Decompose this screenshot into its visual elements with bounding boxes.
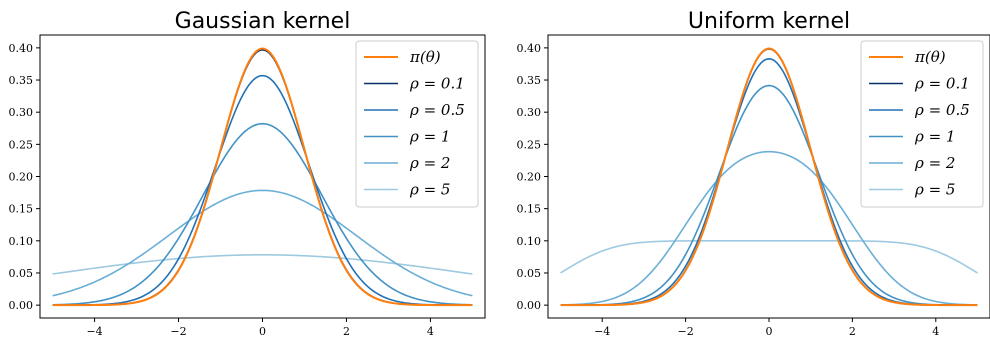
- y-tick-label: 0.35: [517, 74, 542, 87]
- y-tick-label: 0.15: [517, 203, 542, 216]
- y-tick-label: 0.30: [517, 106, 542, 119]
- legend-label: π(θ): [409, 48, 441, 66]
- legend-label: ρ = 2: [914, 154, 955, 172]
- legend-label: ρ = 5: [914, 181, 955, 199]
- x-tick-label: −4: [594, 325, 610, 338]
- y-tick-label: 0.30: [9, 106, 34, 119]
- y-tick-label: 0.00: [9, 299, 34, 312]
- y-tick-label: 0.25: [9, 138, 34, 151]
- legend-label: ρ = 0.5: [409, 101, 465, 119]
- y-tick-label: 0.35: [9, 74, 34, 87]
- chart-title: Gaussian kernel: [175, 9, 351, 34]
- legend-label: ρ = 0.1: [409, 75, 465, 93]
- legend-label: ρ = 1: [409, 128, 450, 146]
- y-tick-label: 0.00: [517, 299, 542, 312]
- x-tick-label: 4: [427, 325, 434, 338]
- chart-title: Uniform kernel: [688, 9, 850, 34]
- x-tick-label: −4: [86, 325, 102, 338]
- x-tick-label: 4: [932, 325, 939, 338]
- y-tick-label: 0.40: [9, 42, 34, 55]
- x-tick-label: 0: [766, 325, 773, 338]
- y-tick-label: 0.10: [517, 235, 542, 248]
- legend: π(θ) ρ = 0.1 ρ = 0.5 ρ = 1 ρ = 2 ρ = 5: [356, 41, 478, 207]
- x-tick-label: 2: [849, 325, 856, 338]
- series-line: [561, 241, 978, 273]
- legend-label: ρ = 0.5: [914, 101, 970, 119]
- y-tick-label: 0.10: [9, 235, 34, 248]
- chart-panel-uniform: Uniform kernel −4 −2 0 2 4 0.00 0.05 0.10 0.15 0.2…: [517, 9, 990, 338]
- legend-label: ρ = 0.1: [914, 75, 970, 93]
- y-tick-label: 0.25: [517, 138, 542, 151]
- y-tick-label: 0.05: [517, 267, 542, 280]
- x-tick-label: −2: [170, 325, 186, 338]
- legend-label: ρ = 2: [409, 154, 450, 172]
- x-tick-label: −2: [677, 325, 693, 338]
- y-tick-label: 0.20: [9, 171, 34, 184]
- y-tick-label: 0.15: [9, 203, 34, 216]
- y-tick-label: 0.20: [517, 171, 542, 184]
- y-tick-label: 0.05: [9, 267, 34, 280]
- legend-label: π(θ): [914, 48, 946, 66]
- legend: π(θ) ρ = 0.1 ρ = 0.5 ρ = 1 ρ = 2 ρ = 5: [861, 41, 983, 207]
- x-tick-label: 0: [259, 325, 266, 338]
- legend-label: ρ = 1: [914, 128, 955, 146]
- legend-label: ρ = 5: [409, 181, 450, 199]
- x-tick-label: 2: [343, 325, 350, 338]
- chart-panel-gaussian: Gaussian kernel −4 −2 0 2 4 0.00 0.05 0.10 0.15 0.…: [9, 9, 486, 338]
- y-tick-label: 0.40: [517, 42, 542, 55]
